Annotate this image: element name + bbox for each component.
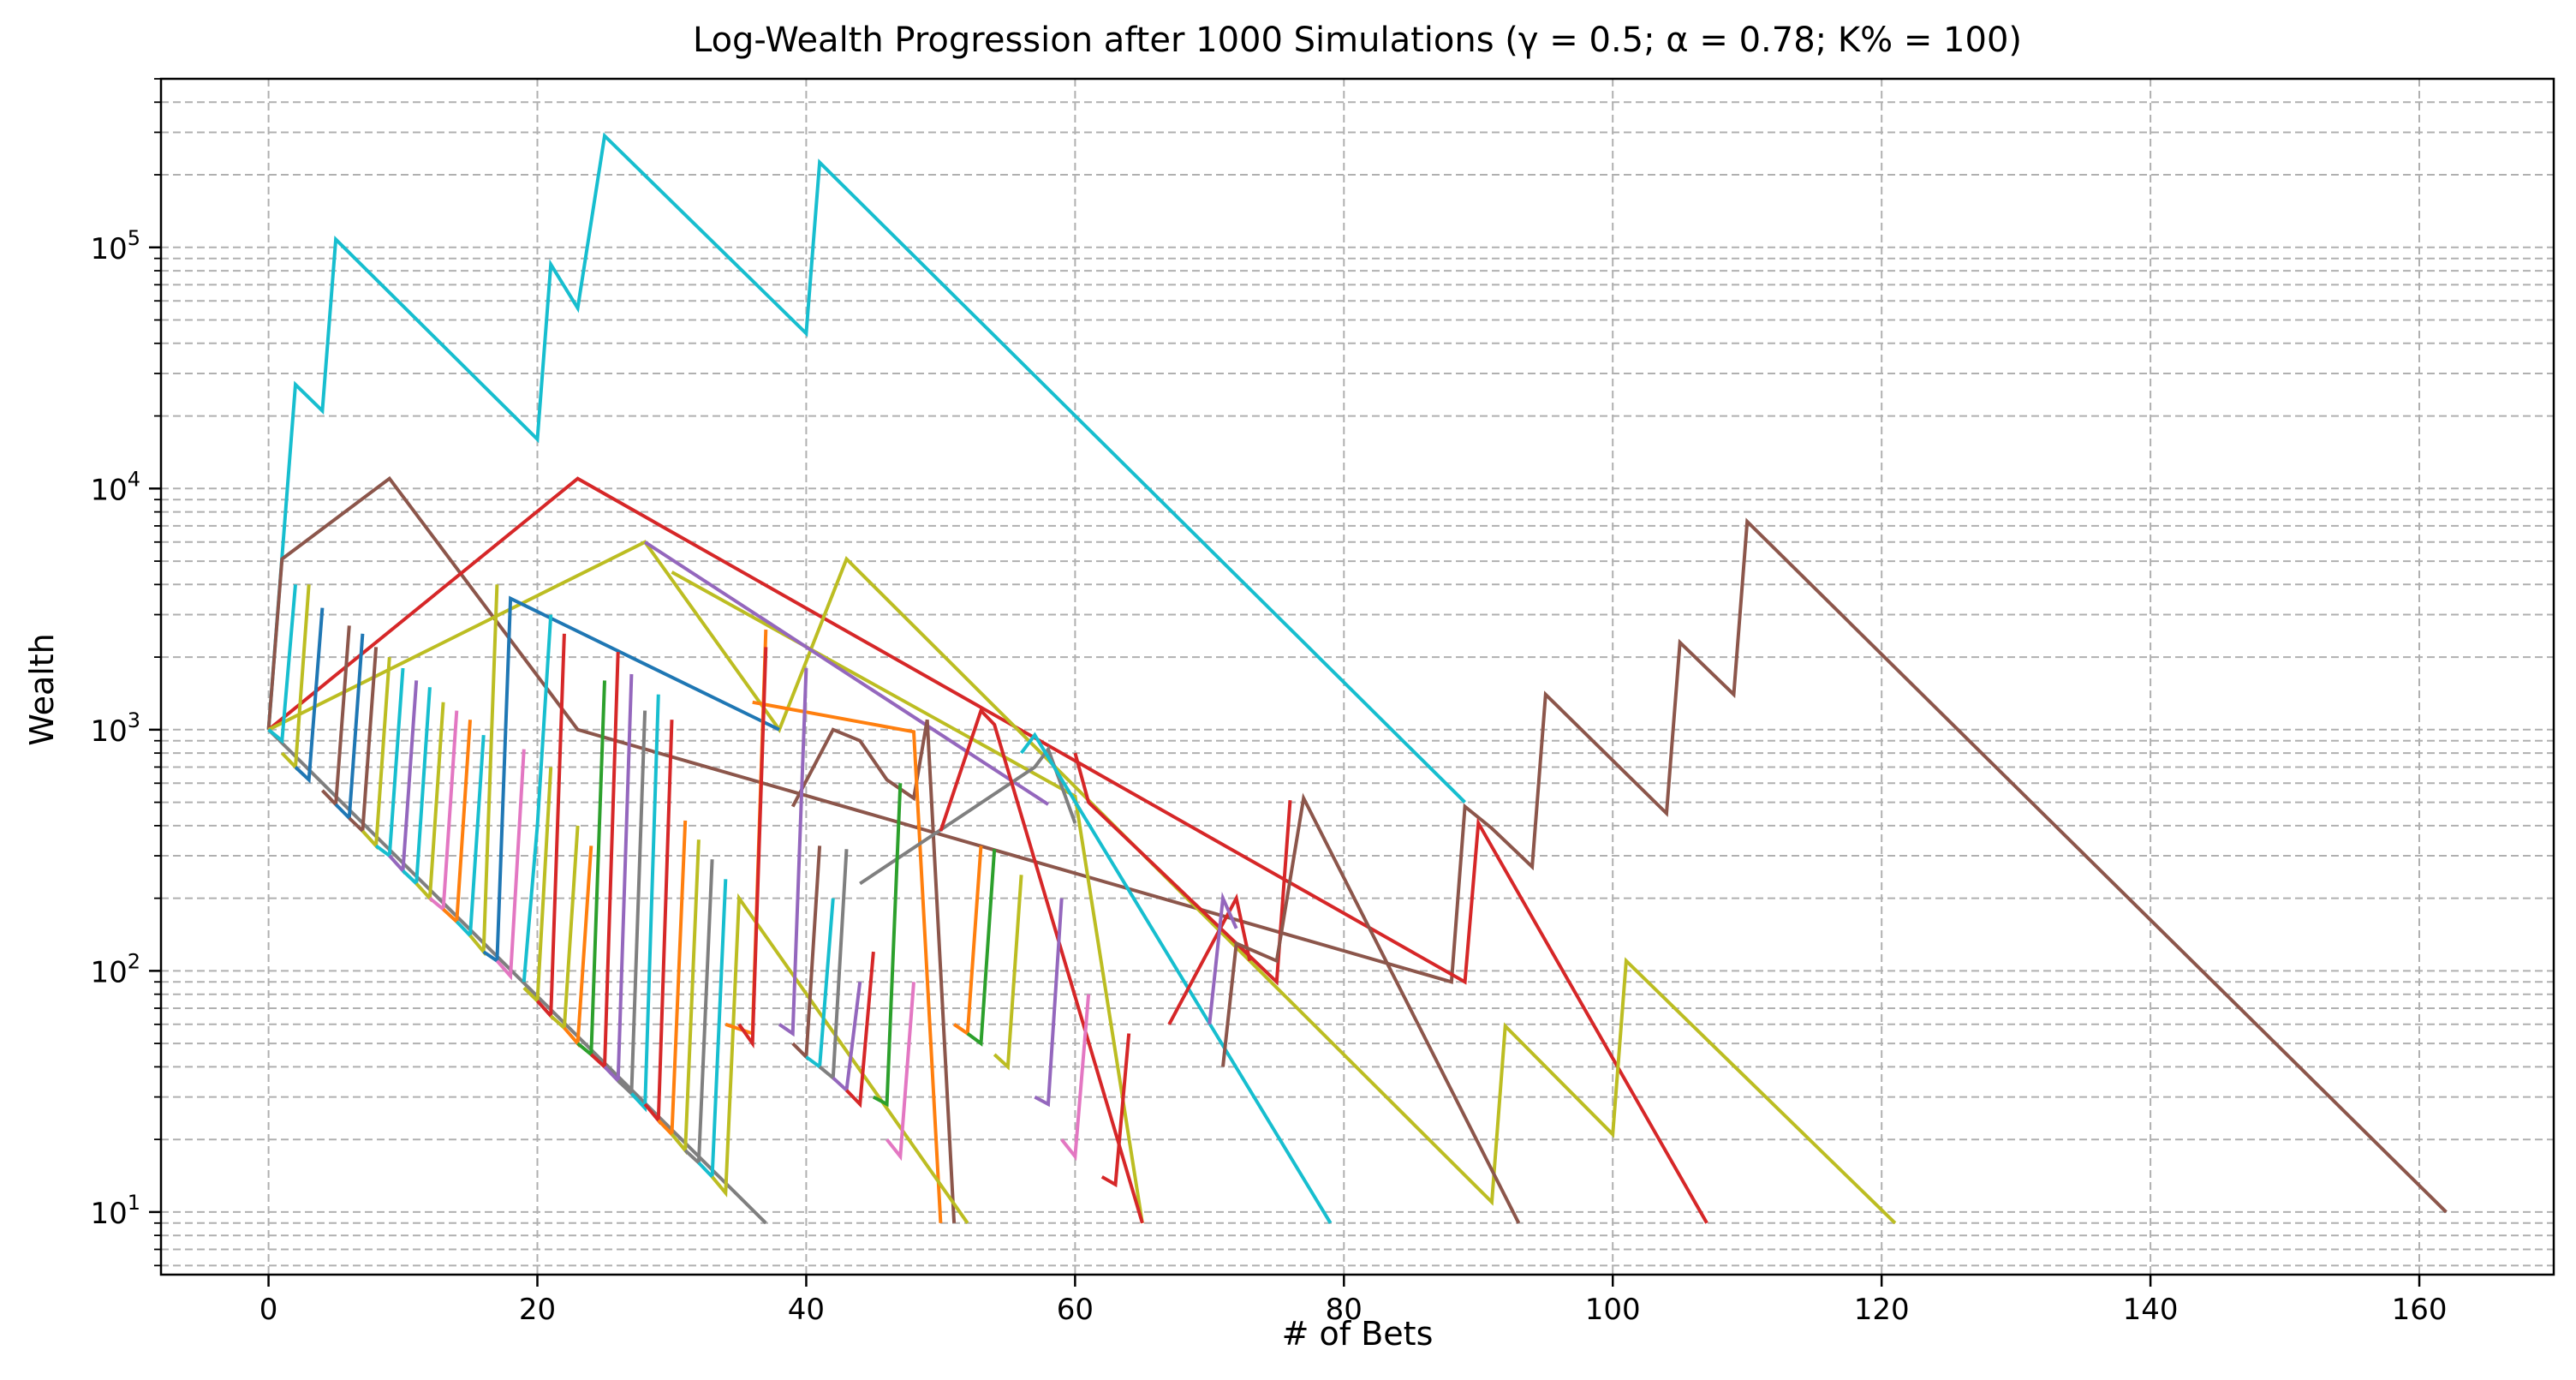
series-line-10: [1019, 732, 1333, 1224]
series-line-16: [267, 584, 297, 744]
series-line-55: [872, 783, 903, 1108]
series-line-15: [267, 728, 767, 1225]
series-line-23: [374, 667, 405, 859]
x-tick-label: 20: [519, 1293, 556, 1327]
series-line-12: [1167, 893, 1252, 1025]
chart-title: Log-Wealth Progression after 1000 Simula…: [693, 21, 2022, 60]
series-line-57: [845, 951, 875, 1108]
series-line-11: [1073, 752, 1292, 986]
series-line-34: [522, 614, 553, 983]
x-axis-label: # of Bets: [1282, 1315, 1434, 1353]
x-tick-label: 80: [1326, 1293, 1363, 1327]
y-tick-label: 103: [90, 708, 140, 749]
series-line-63: [1060, 994, 1091, 1162]
series-line-46: [683, 859, 714, 1167]
series-line-2: [267, 476, 1708, 1224]
series-line-31: [482, 595, 780, 965]
y-tick-label: 105: [90, 226, 140, 266]
series-line-41: [617, 710, 647, 1098]
series-line-50: [737, 647, 768, 1049]
plot-frame: [159, 77, 2555, 1276]
x-tick-label: 0: [259, 1293, 278, 1327]
x-tick-label: 60: [1057, 1293, 1094, 1327]
x-tick-label: 120: [1854, 1293, 1910, 1327]
series-line-43: [643, 720, 674, 1126]
x-tick-label: 40: [788, 1293, 825, 1327]
series-layer: [266, 132, 2448, 1225]
series-line-58: [886, 982, 915, 1162]
series-line-22: [361, 656, 391, 851]
series-line-1: [266, 475, 2448, 1214]
series-line-28: [442, 720, 472, 926]
axes: 0 20 40 60 80 100 120 140 160 101 102 103 104 105: [90, 77, 2555, 1327]
series-line-40: [603, 673, 634, 1085]
series-line-61: [993, 875, 1023, 1071]
series-line-6: [790, 719, 957, 1223]
series-line-5: [644, 541, 1050, 806]
series-line-59: [952, 845, 983, 1037]
series-line-25: [402, 687, 432, 887]
series-line-62: [1034, 898, 1064, 1108]
x-tick-label: 140: [2123, 1293, 2179, 1327]
series-line-64: [1100, 1033, 1131, 1188]
series-line-3: [267, 540, 1897, 1225]
series-line-18: [294, 607, 325, 784]
x-tick-label: 160: [2392, 1293, 2448, 1327]
series-line-47: [697, 879, 728, 1181]
y-tick-label: 102: [90, 949, 140, 989]
series-line-51: [778, 667, 808, 1037]
series-line-9: [939, 707, 1144, 1224]
y-tick-label: 101: [90, 1191, 140, 1231]
series-line-48: [711, 893, 969, 1224]
series-line-20: [334, 633, 365, 822]
series-line-0: [266, 132, 1467, 804]
x-tick-label: 100: [1585, 1293, 1641, 1327]
y-axis-label: Wealth: [23, 633, 61, 746]
grid: [161, 78, 2554, 1275]
series-line-14: [1221, 792, 1521, 1224]
series-line-60: [966, 849, 997, 1047]
series-line-13: [1208, 891, 1238, 1025]
series-line-32: [495, 749, 526, 981]
y-tick-label: 104: [90, 467, 140, 507]
series-line-8: [859, 745, 1077, 886]
series-line-19: [320, 625, 351, 809]
series-line-42: [629, 694, 660, 1113]
